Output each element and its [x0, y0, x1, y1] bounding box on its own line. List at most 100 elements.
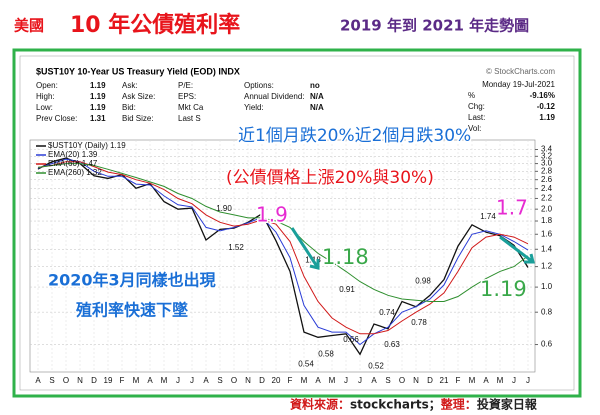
- legend-label: EMA(20) 1.39: [48, 150, 98, 159]
- x-tick-label: J: [190, 376, 194, 385]
- overlay: 近1個月跌20%近2個月跌30% (公債價格上漲20%與30%) 1.9 1.18 1.…: [47, 125, 538, 412]
- y-tick-label: 2.8: [541, 166, 553, 175]
- price-label: 0.66: [343, 335, 359, 344]
- legend-label: EMA(260) 1.32: [48, 168, 102, 177]
- y-tick-label: 2.2: [541, 194, 553, 203]
- price-label: 0.58: [318, 349, 334, 358]
- quote-label: Mkt Ca: [178, 103, 204, 112]
- series-line: [37, 158, 529, 346]
- quote-value: 1.19: [90, 81, 106, 90]
- series-line: [37, 163, 529, 302]
- x-tick-label: J: [358, 376, 362, 385]
- source: 資料來源：: [290, 397, 350, 412]
- series-line: [37, 157, 529, 356]
- quote-value: 1.19: [90, 92, 106, 101]
- plot-area: [29, 139, 536, 373]
- quote-label: Vol:: [468, 124, 481, 133]
- quote-label: Annual Dividend:: [244, 92, 304, 101]
- frame: [12, 48, 582, 398]
- annotation: 近1個月跌20%近2個月跌30%: [238, 126, 471, 146]
- y-tick-label: 2.4: [541, 184, 553, 193]
- quote-label: High:: [36, 92, 55, 101]
- y-tick-label: 3.4: [541, 145, 553, 154]
- quote-value: 1.31: [90, 114, 106, 123]
- x-tick-label: J: [512, 376, 516, 385]
- y-tick-label: 2.6: [541, 175, 553, 184]
- x-tick-label: M: [161, 376, 168, 385]
- quote-label: Yield:: [244, 103, 264, 112]
- annotation: 殖利率快速下墜: [75, 301, 189, 320]
- price-label: 0.91: [339, 285, 355, 294]
- x-tick-label: F: [120, 376, 125, 385]
- x-tick-label: 19: [104, 376, 113, 385]
- annotation: 1.18: [322, 245, 369, 269]
- x-tick-label: D: [259, 376, 265, 385]
- quote-value: N/A: [310, 103, 324, 112]
- quote-label: EPS:: [178, 92, 196, 101]
- annotation: 1.9: [256, 203, 288, 227]
- price-label: 0.74: [379, 308, 395, 317]
- annotation: (公債價格上漲20%與30%): [226, 168, 434, 188]
- x-tick-label: M: [469, 376, 476, 385]
- x-tick-label: A: [147, 376, 153, 385]
- source: stockcharts；: [350, 398, 441, 412]
- quote-label: Prev Close:: [36, 114, 77, 123]
- x-tick-label: J: [176, 376, 180, 385]
- x-tick-label: A: [371, 376, 377, 385]
- x-tick-label: M: [329, 376, 336, 385]
- price-label: 0.54: [298, 359, 314, 368]
- annotation: 2020年3月同樣也出現: [48, 271, 216, 290]
- y-tick-label: 1.6: [541, 229, 553, 238]
- arrow: [290, 227, 320, 270]
- quote-label: Open:: [36, 81, 58, 90]
- x-tick-label: D: [91, 376, 97, 385]
- chart-header: $UST10Y 10-Year US Treasury Yield (EOD) …: [36, 66, 240, 76]
- quote-label: Ask:: [122, 81, 138, 90]
- quote-label: Bid Size:: [122, 114, 154, 123]
- price-label: 0.52: [368, 362, 384, 371]
- x-tick-label: J: [344, 376, 348, 385]
- quote-label: Low:: [36, 103, 53, 112]
- x-tick-label: 20: [272, 376, 281, 385]
- y-tick-label: 2.0: [541, 204, 553, 213]
- quote-label: Options:: [244, 81, 274, 90]
- plot: 0.60.81.01.21.41.61.82.02.22.42.62.83.03…: [29, 139, 553, 385]
- x-tick-label: N: [413, 376, 419, 385]
- y-tick-label: 0.8: [541, 307, 553, 316]
- x-tick-label: A: [35, 376, 41, 385]
- x-tick-label: A: [483, 376, 489, 385]
- price-label: 0.98: [415, 276, 431, 285]
- quote-label: P/E:: [178, 81, 193, 90]
- quote-label: Chg:: [468, 102, 485, 111]
- price-label: 0.78: [411, 318, 427, 327]
- x-tick-label: F: [288, 376, 293, 385]
- title-part: 美國: [14, 17, 44, 35]
- credit: © StockCharts.com: [486, 67, 555, 76]
- quote-label: Bid:: [122, 103, 136, 112]
- arrow: [499, 235, 535, 264]
- price-label: 0.63: [384, 340, 400, 349]
- x-tick-label: S: [217, 376, 222, 385]
- y-tick-label: 3.2: [541, 151, 553, 160]
- legend-label: $UST10Y (Daily) 1.19: [48, 141, 126, 150]
- quote-label: Last:: [468, 113, 485, 122]
- x-tick-label: A: [203, 376, 209, 385]
- series-line: [37, 161, 529, 335]
- y-tick-label: 1.8: [541, 216, 553, 225]
- price-label: 1.90: [216, 204, 232, 213]
- quote-label: %: [468, 91, 475, 100]
- x-tick-label: M: [497, 376, 504, 385]
- x-tick-label: S: [49, 376, 54, 385]
- x-tick-label: A: [315, 376, 321, 385]
- y-tick-label: 1.4: [541, 244, 553, 253]
- date: Monday 19-Jul-2021: [482, 80, 555, 89]
- x-tick-label: O: [399, 376, 405, 385]
- x-tick-label: M: [133, 376, 140, 385]
- x-tick-label: D: [427, 376, 433, 385]
- x-tick-label: J: [526, 376, 530, 385]
- title: 美國 10 年公債殖利率 2019 年到 2021 年走勢圖: [14, 12, 529, 38]
- y-tick-label: 1.0: [541, 282, 553, 291]
- quote-label: Last S: [178, 114, 201, 123]
- x-tick-label: F: [456, 376, 461, 385]
